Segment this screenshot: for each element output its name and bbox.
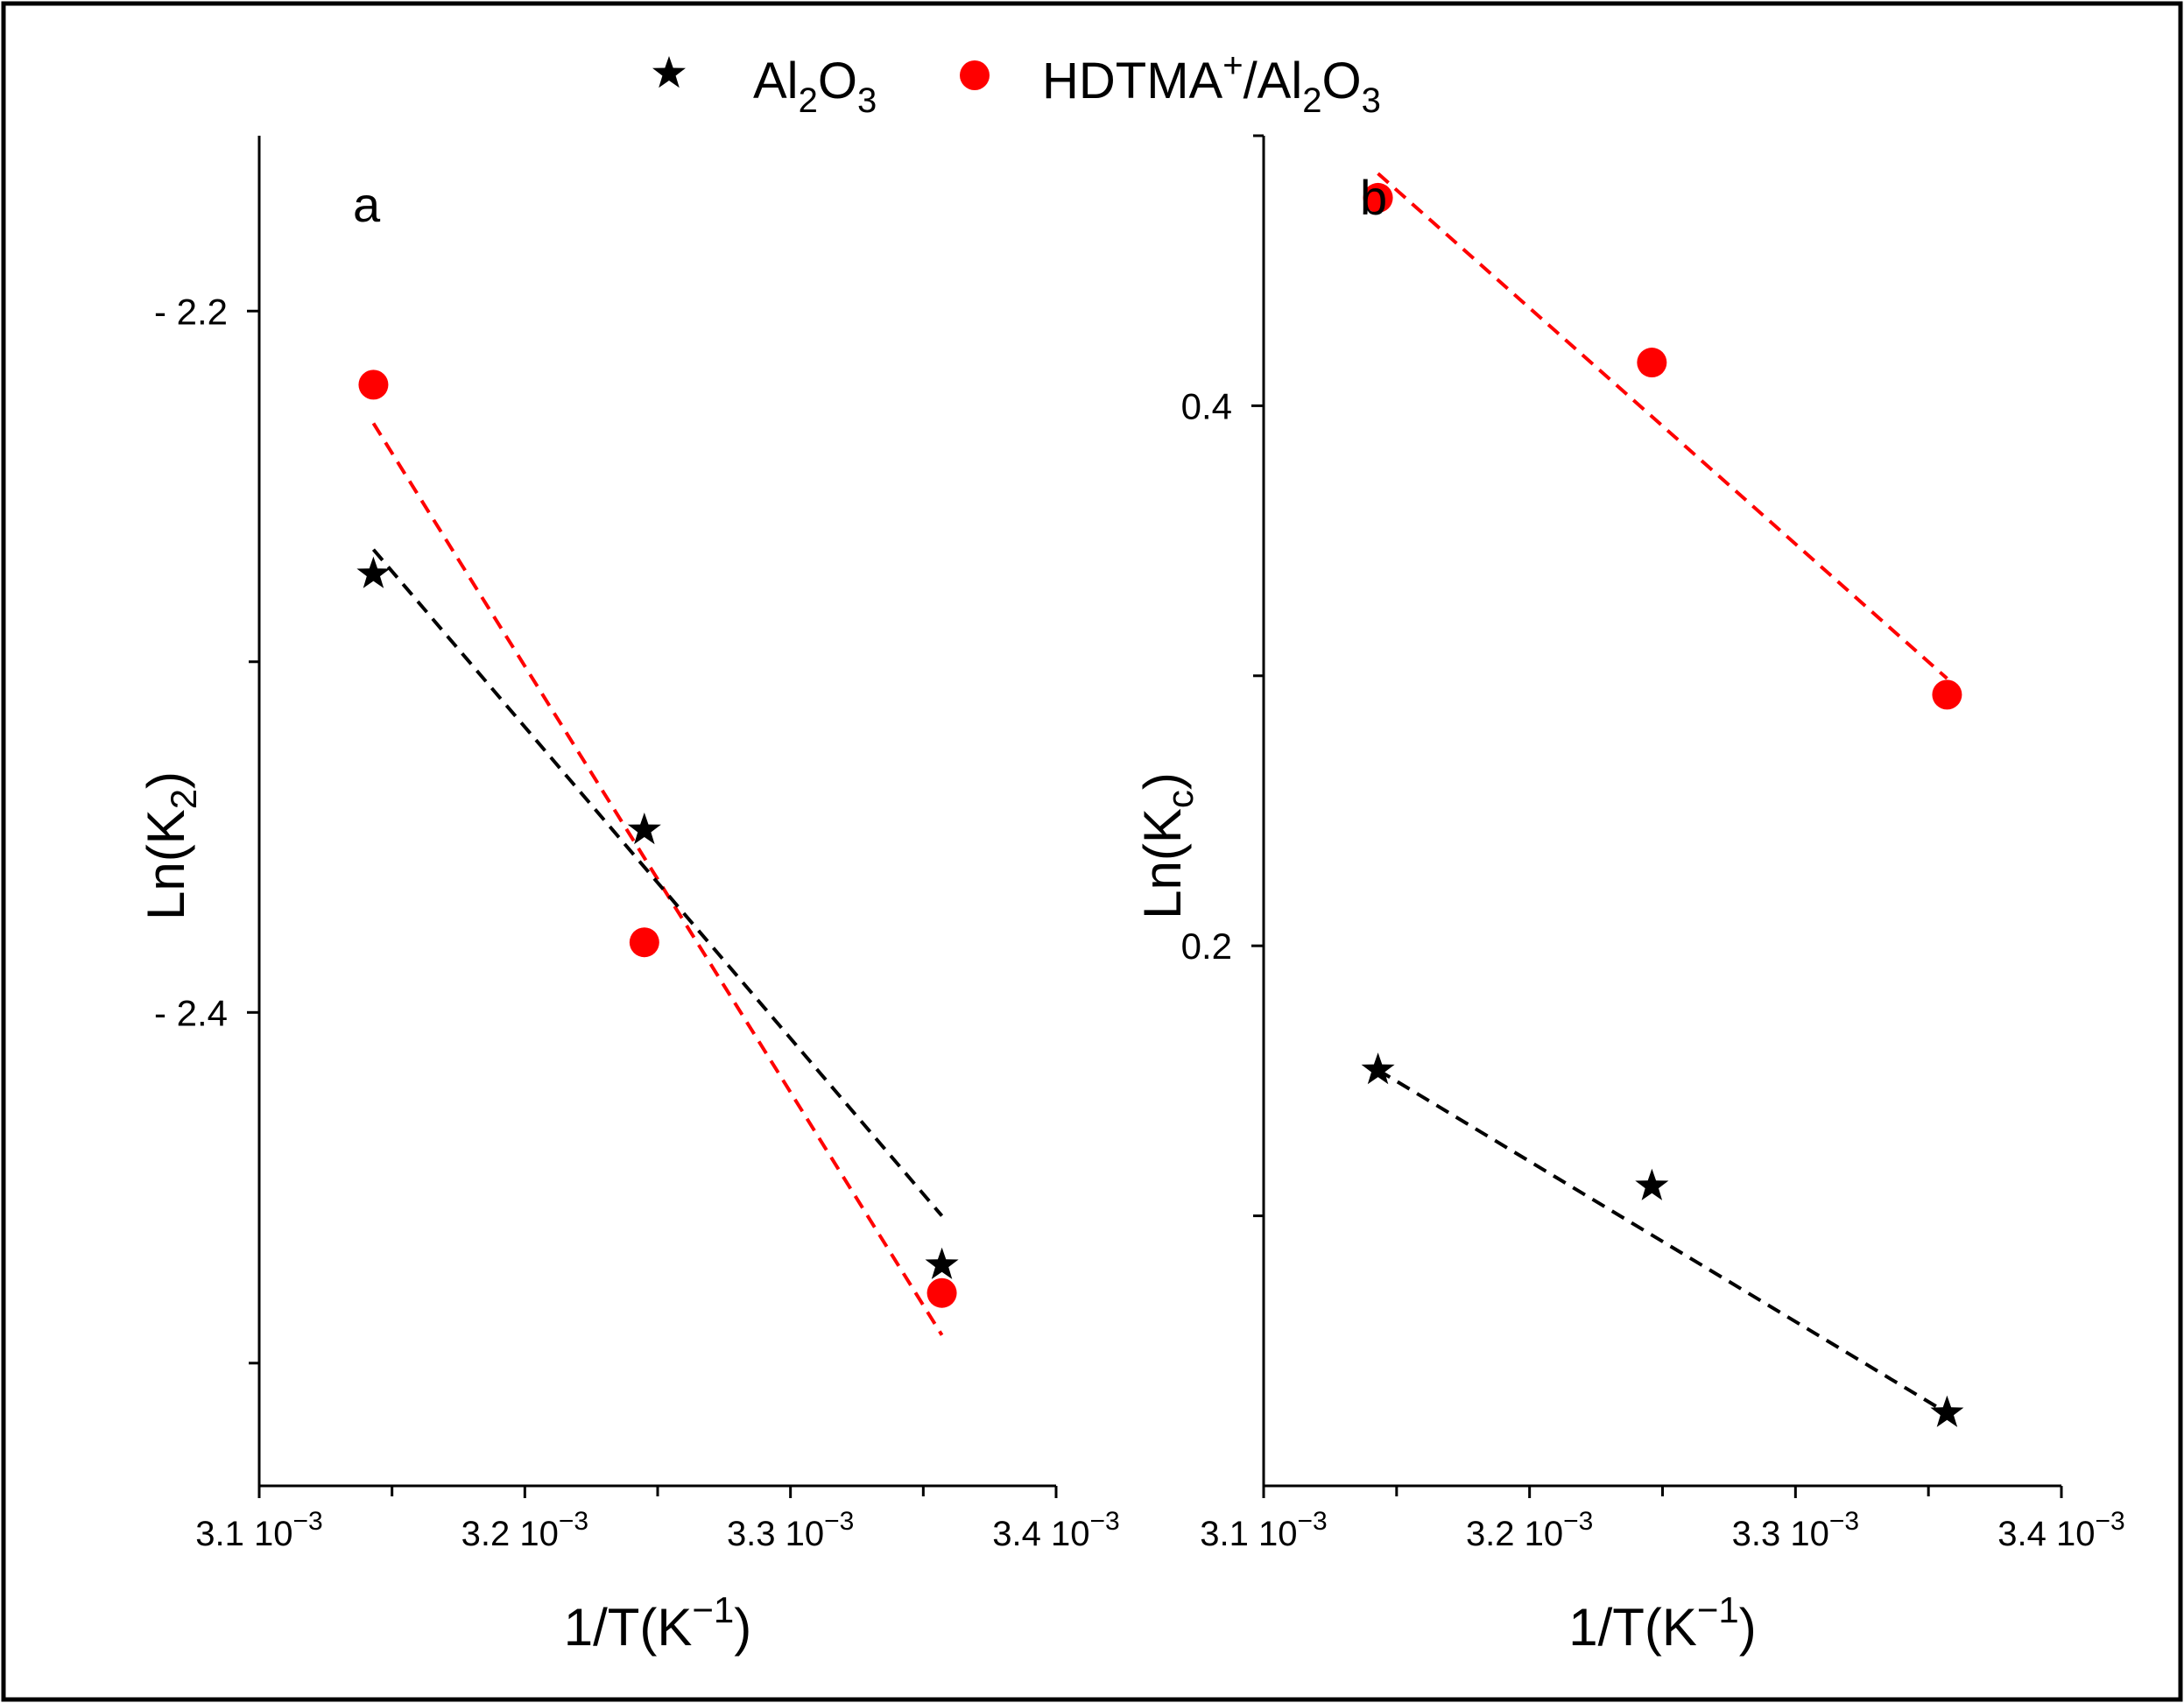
x-tick-mantissa: 3.1 10: [195, 1515, 292, 1553]
legend-hdtma-sup: +: [1222, 46, 1243, 85]
x-tick-exponent: −3: [1829, 1507, 1859, 1536]
axis-label-main: Ln(K: [137, 809, 195, 920]
panel-a-label: a: [353, 177, 381, 232]
legend-al2o3-part1: Al: [753, 53, 799, 109]
panel-b-label: b: [1360, 170, 1387, 225]
x-tick-label: 3.1 10−3: [195, 1507, 322, 1553]
axis-label-close: ): [734, 1598, 751, 1657]
legend-hdtma-part3: O: [1322, 53, 1362, 109]
panel-a-data-points: [356, 369, 959, 1308]
x-tick-label: 3.4 10−3: [992, 1507, 1119, 1553]
legend-star-marker: [652, 56, 686, 88]
point-hdtma-al2o3: [629, 927, 659, 958]
fit-line-hdtma-al2o3: [1377, 172, 1948, 680]
point-al2o3: [1635, 1168, 1669, 1200]
x-tick-label: 3.2 10−3: [461, 1507, 588, 1553]
axis-label-close: ): [1739, 1598, 1757, 1657]
point-al2o3: [627, 813, 661, 845]
y-tick-label: 0.4: [1181, 385, 1232, 426]
point-hdtma-al2o3: [1363, 182, 1393, 213]
x-tick-exponent: −3: [293, 1507, 323, 1536]
point-al2o3: [1361, 1052, 1395, 1085]
fit-line-hdtma-al2o3: [371, 422, 944, 1336]
x-tick-exponent: −3: [559, 1507, 588, 1536]
legend-circle-marker: [960, 60, 990, 90]
x-tick-mantissa: 3.4 10: [992, 1515, 1089, 1553]
axis-label-close: ): [1133, 772, 1192, 790]
legend-hdtma-sub2: 3: [1362, 81, 1381, 120]
legend-hdtma-sub1: 2: [1302, 81, 1321, 120]
point-hdtma-al2o3: [358, 369, 389, 400]
panel-b-y-axis-label: Ln(Kc): [1133, 772, 1201, 919]
legend-label-al2o3: Al2O3: [753, 53, 877, 120]
x-tick-mantissa: 3.2 10: [461, 1515, 559, 1553]
point-hdtma-al2o3: [1637, 348, 1667, 378]
panel-b: 3.1 10−3 3.2 10−3 3.3 10−3 3.4 10−30.40.2 b…: [1133, 134, 2125, 1657]
axis-label-superscript: −1: [1697, 1589, 1739, 1630]
x-tick-exponent: −3: [2096, 1507, 2125, 1536]
panel-b-ticks: 3.1 10−3 3.2 10−3 3.3 10−3 3.4 10−30.40.2: [1181, 134, 2125, 1553]
panel-a-ticks: 3.1 10−3 3.2 10−3 3.3 10−3 3.4 10−3- 2.2- 2…: [154, 291, 1120, 1553]
point-hdtma-al2o3: [926, 1277, 957, 1308]
x-tick-mantissa: 3.3 10: [727, 1515, 824, 1553]
fit-line-al2o3: [1377, 1068, 1948, 1415]
panel-a-fit-lines: [371, 422, 944, 1336]
panel-a-x-axis-label: 1/T(K−1): [564, 1589, 752, 1657]
axis-label-main: Ln(K: [1133, 808, 1192, 919]
axis-label-main: 1/T(K: [1568, 1598, 1697, 1657]
x-tick-mantissa: 3.1 10: [1200, 1515, 1297, 1553]
x-tick-exponent: −3: [1298, 1507, 1328, 1536]
y-tick-label: 0.2: [1181, 925, 1232, 967]
panel-b-fit-lines: [1377, 172, 1948, 1415]
legend-al2o3-sub1: 2: [799, 81, 818, 120]
x-tick-mantissa: 3.3 10: [1732, 1515, 1829, 1553]
panel-a-y-axis-label: Ln(K2): [137, 771, 204, 920]
legend-entry-hdtma: HDTMA+/Al2O3: [960, 46, 1381, 120]
legend-entry-al2o3: Al2O3: [652, 53, 877, 120]
legend-al2o3-part2: O: [818, 53, 857, 109]
x-tick-mantissa: 3.2 10: [1466, 1515, 1563, 1553]
axis-label-close: ): [137, 771, 195, 789]
legend-hdtma-part2: /Al: [1243, 53, 1303, 109]
legend-al2o3-sub2: 3: [857, 81, 877, 120]
y-tick-label: - 2.2: [154, 291, 228, 332]
axis-label-subscript: c: [1159, 790, 1201, 808]
x-tick-label: 3.2 10−3: [1466, 1507, 1593, 1553]
point-al2o3: [925, 1247, 959, 1279]
panel-b-x-axis-label: 1/T(K−1): [1568, 1589, 1757, 1657]
axis-label-main: 1/T(K: [564, 1598, 693, 1657]
x-tick-exponent: −3: [824, 1507, 854, 1536]
point-al2o3: [356, 556, 391, 588]
x-tick-label: 3.3 10−3: [727, 1507, 854, 1553]
x-tick-exponent: −3: [1090, 1507, 1120, 1536]
x-tick-label: 3.4 10−3: [1997, 1507, 2124, 1553]
panel-a: 3.1 10−3 3.2 10−3 3.3 10−3 3.4 10−3- 2.2- 2…: [137, 136, 1120, 1657]
point-hdtma-al2o3: [1932, 679, 1962, 710]
legend-label-hdtma: HDTMA+/Al2O3: [1042, 46, 1381, 120]
x-tick-label: 3.1 10−3: [1200, 1507, 1327, 1553]
legend-hdtma-part1: HDTMA: [1042, 53, 1223, 109]
axis-label-subscript: 2: [163, 789, 204, 809]
fit-line-al2o3: [371, 548, 944, 1217]
x-tick-mantissa: 3.4 10: [1997, 1515, 2095, 1553]
y-tick-label: - 2.4: [154, 992, 228, 1033]
axis-label-superscript: −1: [692, 1589, 734, 1630]
panel-b-data-points: [1361, 182, 1964, 1427]
x-tick-exponent: −3: [1563, 1507, 1593, 1536]
legend: Al2O3 HDTMA+/Al2O3: [652, 46, 1381, 120]
x-tick-label: 3.3 10−3: [1732, 1507, 1859, 1553]
point-al2o3: [1930, 1395, 1964, 1427]
